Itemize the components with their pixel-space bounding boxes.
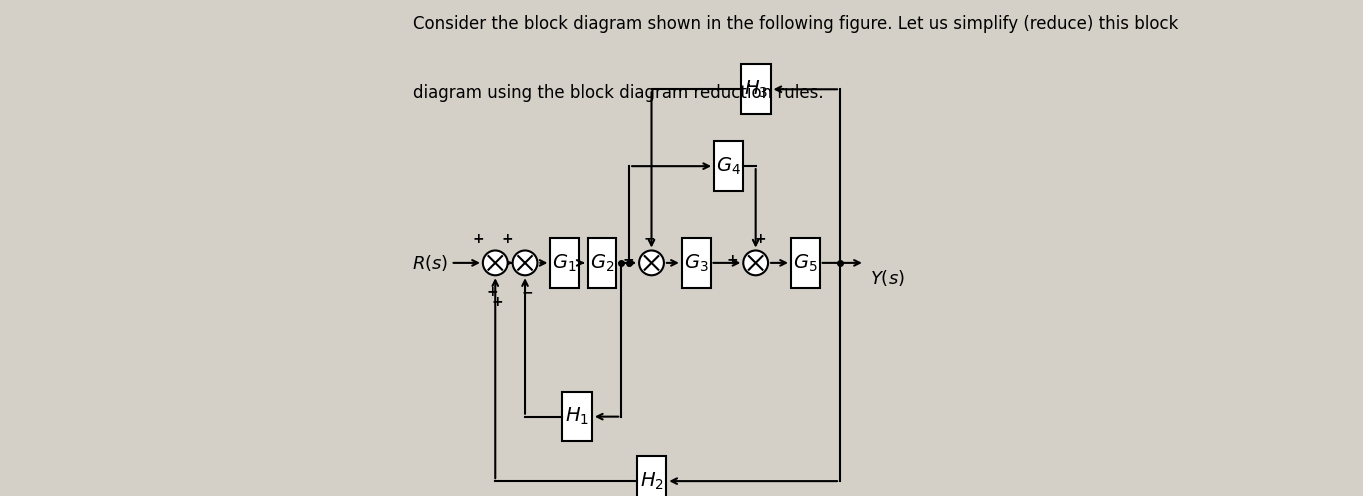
Text: $G_2$: $G_2$ bbox=[590, 252, 615, 273]
FancyBboxPatch shape bbox=[740, 64, 770, 114]
Text: +: + bbox=[472, 232, 484, 246]
Text: $Y(s)$: $Y(s)$ bbox=[870, 268, 905, 288]
FancyBboxPatch shape bbox=[682, 238, 710, 288]
FancyBboxPatch shape bbox=[637, 456, 667, 496]
Text: Consider the block diagram shown in the following figure. Let us simplify (reduc: Consider the block diagram shown in the … bbox=[413, 15, 1179, 33]
Text: $H_3$: $H_3$ bbox=[744, 79, 767, 100]
Text: −: − bbox=[522, 285, 533, 299]
Text: +: + bbox=[492, 295, 503, 309]
FancyBboxPatch shape bbox=[551, 238, 579, 288]
FancyBboxPatch shape bbox=[714, 141, 743, 191]
Text: $H_1$: $H_1$ bbox=[566, 406, 589, 427]
Text: $H_2$: $H_2$ bbox=[639, 471, 664, 492]
Text: $G_3$: $G_3$ bbox=[684, 252, 709, 273]
Circle shape bbox=[743, 250, 769, 275]
FancyBboxPatch shape bbox=[791, 238, 819, 288]
Text: +: + bbox=[726, 253, 739, 267]
Text: diagram using the block diagram reduction rules.: diagram using the block diagram reductio… bbox=[413, 84, 825, 102]
FancyBboxPatch shape bbox=[562, 392, 592, 441]
Text: +: + bbox=[502, 232, 514, 246]
Text: $R(s)$: $R(s)$ bbox=[412, 253, 448, 273]
FancyBboxPatch shape bbox=[587, 238, 616, 288]
Circle shape bbox=[483, 250, 507, 275]
Circle shape bbox=[639, 250, 664, 275]
Text: +: + bbox=[487, 285, 499, 299]
Text: $G_1$: $G_1$ bbox=[552, 252, 577, 273]
Circle shape bbox=[512, 250, 537, 275]
Text: +: + bbox=[623, 253, 634, 267]
Text: $G_4$: $G_4$ bbox=[716, 156, 741, 177]
Text: −: − bbox=[643, 232, 654, 246]
Text: $G_5$: $G_5$ bbox=[793, 252, 818, 273]
Text: +: + bbox=[755, 232, 766, 246]
